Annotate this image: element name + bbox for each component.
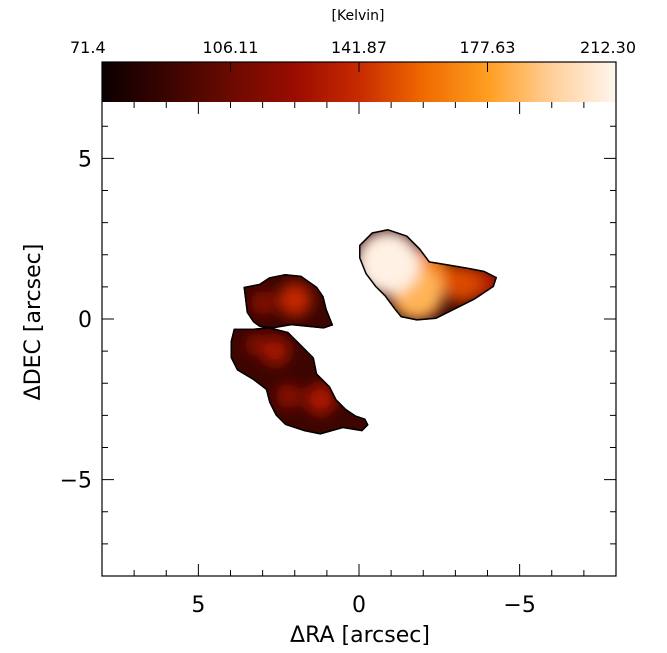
colorbar-tick-label: 212.30 — [580, 38, 636, 57]
y-axis-ticks: 5 0 −5 — [60, 125, 616, 545]
colorbar-tick-label: 106.11 — [203, 38, 259, 57]
y-axis-title: ΔDEC [arcsec] — [21, 244, 46, 401]
colorbar-tick-label: 141.87 — [331, 38, 387, 57]
colorbar-tick-labels: 71.4 106.11 141.87 177.63 212.30 — [70, 38, 636, 57]
x-tick-label: −5 — [503, 593, 535, 618]
y-tick-label: 0 — [78, 308, 92, 333]
x-axis-title: ΔRA [arcsec] — [290, 623, 430, 648]
temperature-peak — [359, 230, 421, 295]
x-tick-label: 0 — [352, 593, 366, 618]
temperature-peak — [442, 264, 481, 303]
region-peaks — [244, 333, 336, 415]
region-NE-clump — [359, 229, 498, 321]
region-peaks — [250, 282, 312, 317]
colorbar-tick-label: 177.63 — [460, 38, 516, 57]
temperature-peak — [305, 384, 336, 415]
emission-regions — [230, 229, 498, 435]
x-axis-ticks: 5 0 −5 — [133, 102, 585, 618]
colorbar-tick-label: 71.4 — [70, 38, 106, 57]
y-tick-label: 5 — [78, 147, 92, 172]
x-tick-label: 5 — [191, 593, 205, 618]
y-tick-label: −5 — [60, 469, 92, 494]
plot-frame — [101, 61, 617, 577]
region-S-clump — [230, 327, 369, 435]
region-NW-clump — [243, 274, 334, 329]
temperature-peak — [261, 336, 290, 366]
temperature-peak — [250, 290, 275, 315]
colorbar-unit-label: [Kelvin] — [332, 8, 385, 24]
temperature-peak — [277, 282, 312, 317]
region-peaks — [359, 230, 498, 320]
temperature-peak — [275, 383, 301, 409]
